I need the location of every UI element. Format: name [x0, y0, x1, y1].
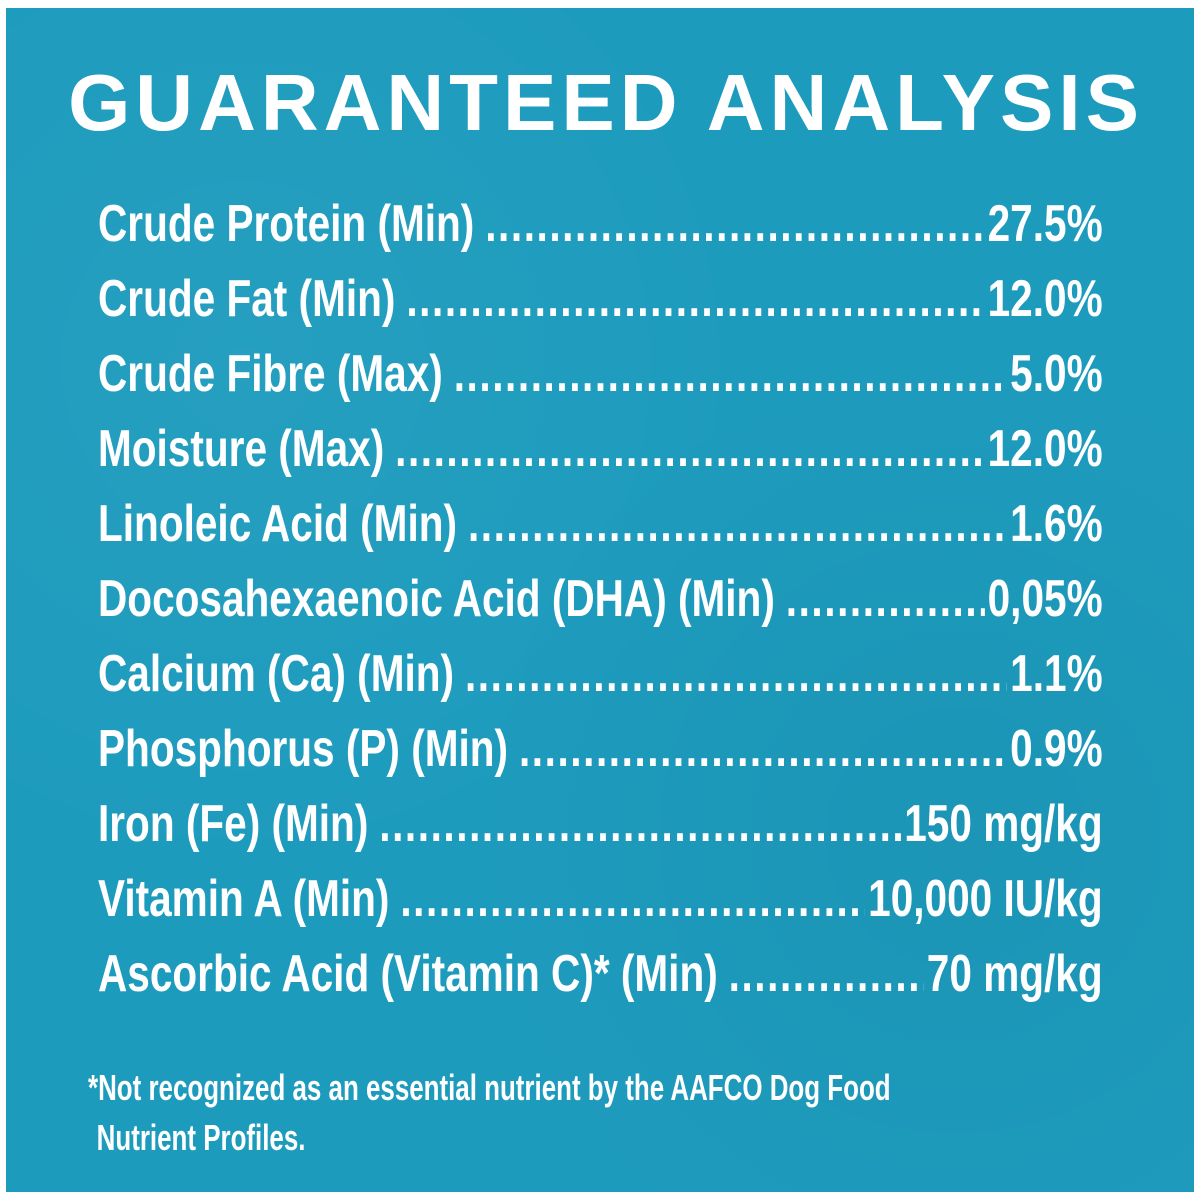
footnote: *Not recognized as an essential nutrient… [88, 1063, 1053, 1163]
nutrient-value: 12.0% [987, 270, 1103, 328]
analysis-table: Crude Protein (Min) 27.5% Crude Fat (Min) 1… [98, 193, 1103, 1018]
nutrient-value: 0.9% [1010, 720, 1103, 778]
dot-leader [729, 943, 924, 1005]
analysis-row: Phosphorus (P) (Min) 0.9% [98, 718, 1103, 793]
nutrient-value: 5.0% [1010, 345, 1103, 403]
nutrient-label: Docosahexaenoic Acid (DHA) (Min) [98, 570, 775, 628]
footnote-line-1: *Not recognized as an essential nutrient… [88, 1067, 891, 1108]
nutrient-value: 0,05% [987, 570, 1103, 628]
nutrient-label: Calcium (Ca) (Min) [98, 645, 455, 703]
dot-leader [465, 643, 1007, 705]
nutrient-value: 1.6% [1010, 495, 1103, 553]
nutrient-label: Moisture (Max) [98, 420, 385, 478]
nutrient-label: Crude Protein (Min) [98, 195, 475, 253]
dot-leader [519, 718, 1007, 780]
nutrient-value: 12.0% [987, 420, 1103, 478]
analysis-row: Calcium (Ca) (Min) 1.1% [98, 643, 1103, 718]
analysis-row: Linoleic Acid (Min) 1.6% [98, 493, 1103, 568]
dot-leader [379, 793, 901, 855]
nutrient-value: 1.1% [1010, 645, 1103, 703]
dot-leader [400, 868, 865, 930]
dot-leader [485, 193, 984, 255]
nutrient-value: 70 mg/kg [926, 945, 1103, 1003]
dot-leader [786, 568, 985, 630]
nutrient-label: Linoleic Acid (Min) [98, 495, 458, 553]
analysis-row: Vitamin A (Min) 10,000 IU/kg [98, 868, 1103, 943]
analysis-row: Crude Protein (Min) 27.5% [98, 193, 1103, 268]
page-title: GUARANTEED ANALYSIS [68, 58, 1144, 147]
nutrient-label: Ascorbic Acid (Vitamin C)* (Min) [98, 945, 718, 1003]
nutrient-value: 27.5% [987, 195, 1103, 253]
dot-leader [406, 268, 984, 330]
nutrient-label: Phosphorus (P) (Min) [98, 720, 509, 778]
dot-leader [454, 343, 1007, 405]
analysis-row: Crude Fat (Min) 12.0% [98, 268, 1103, 343]
nutrient-label: Iron (Fe) (Min) [98, 795, 369, 853]
analysis-row: Iron (Fe) (Min) 150 mg/kg [98, 793, 1103, 868]
footnote-line-2: Nutrient Profiles. [96, 1117, 306, 1158]
analysis-row: Moisture (Max) 12.0% [98, 418, 1103, 493]
analysis-row: Crude Fibre (Max) 5.0% [98, 343, 1103, 418]
analysis-row: Ascorbic Acid (Vitamin C)* (Min) 70 mg/kg [98, 943, 1103, 1018]
label-panel: GUARANTEED ANALYSIS Crude Protein (Min) 2… [6, 8, 1194, 1192]
nutrient-value: 10,000 IU/kg [868, 870, 1103, 928]
nutrient-value: 150 mg/kg [904, 795, 1103, 853]
dot-leader [395, 418, 984, 480]
nutrient-label: Vitamin A (Min) [98, 870, 390, 928]
dot-leader [468, 493, 1007, 555]
nutrient-label: Crude Fibre (Max) [98, 345, 443, 403]
nutrient-label: Crude Fat (Min) [98, 270, 396, 328]
analysis-row: Docosahexaenoic Acid (DHA) (Min) 0,05% [98, 568, 1103, 643]
